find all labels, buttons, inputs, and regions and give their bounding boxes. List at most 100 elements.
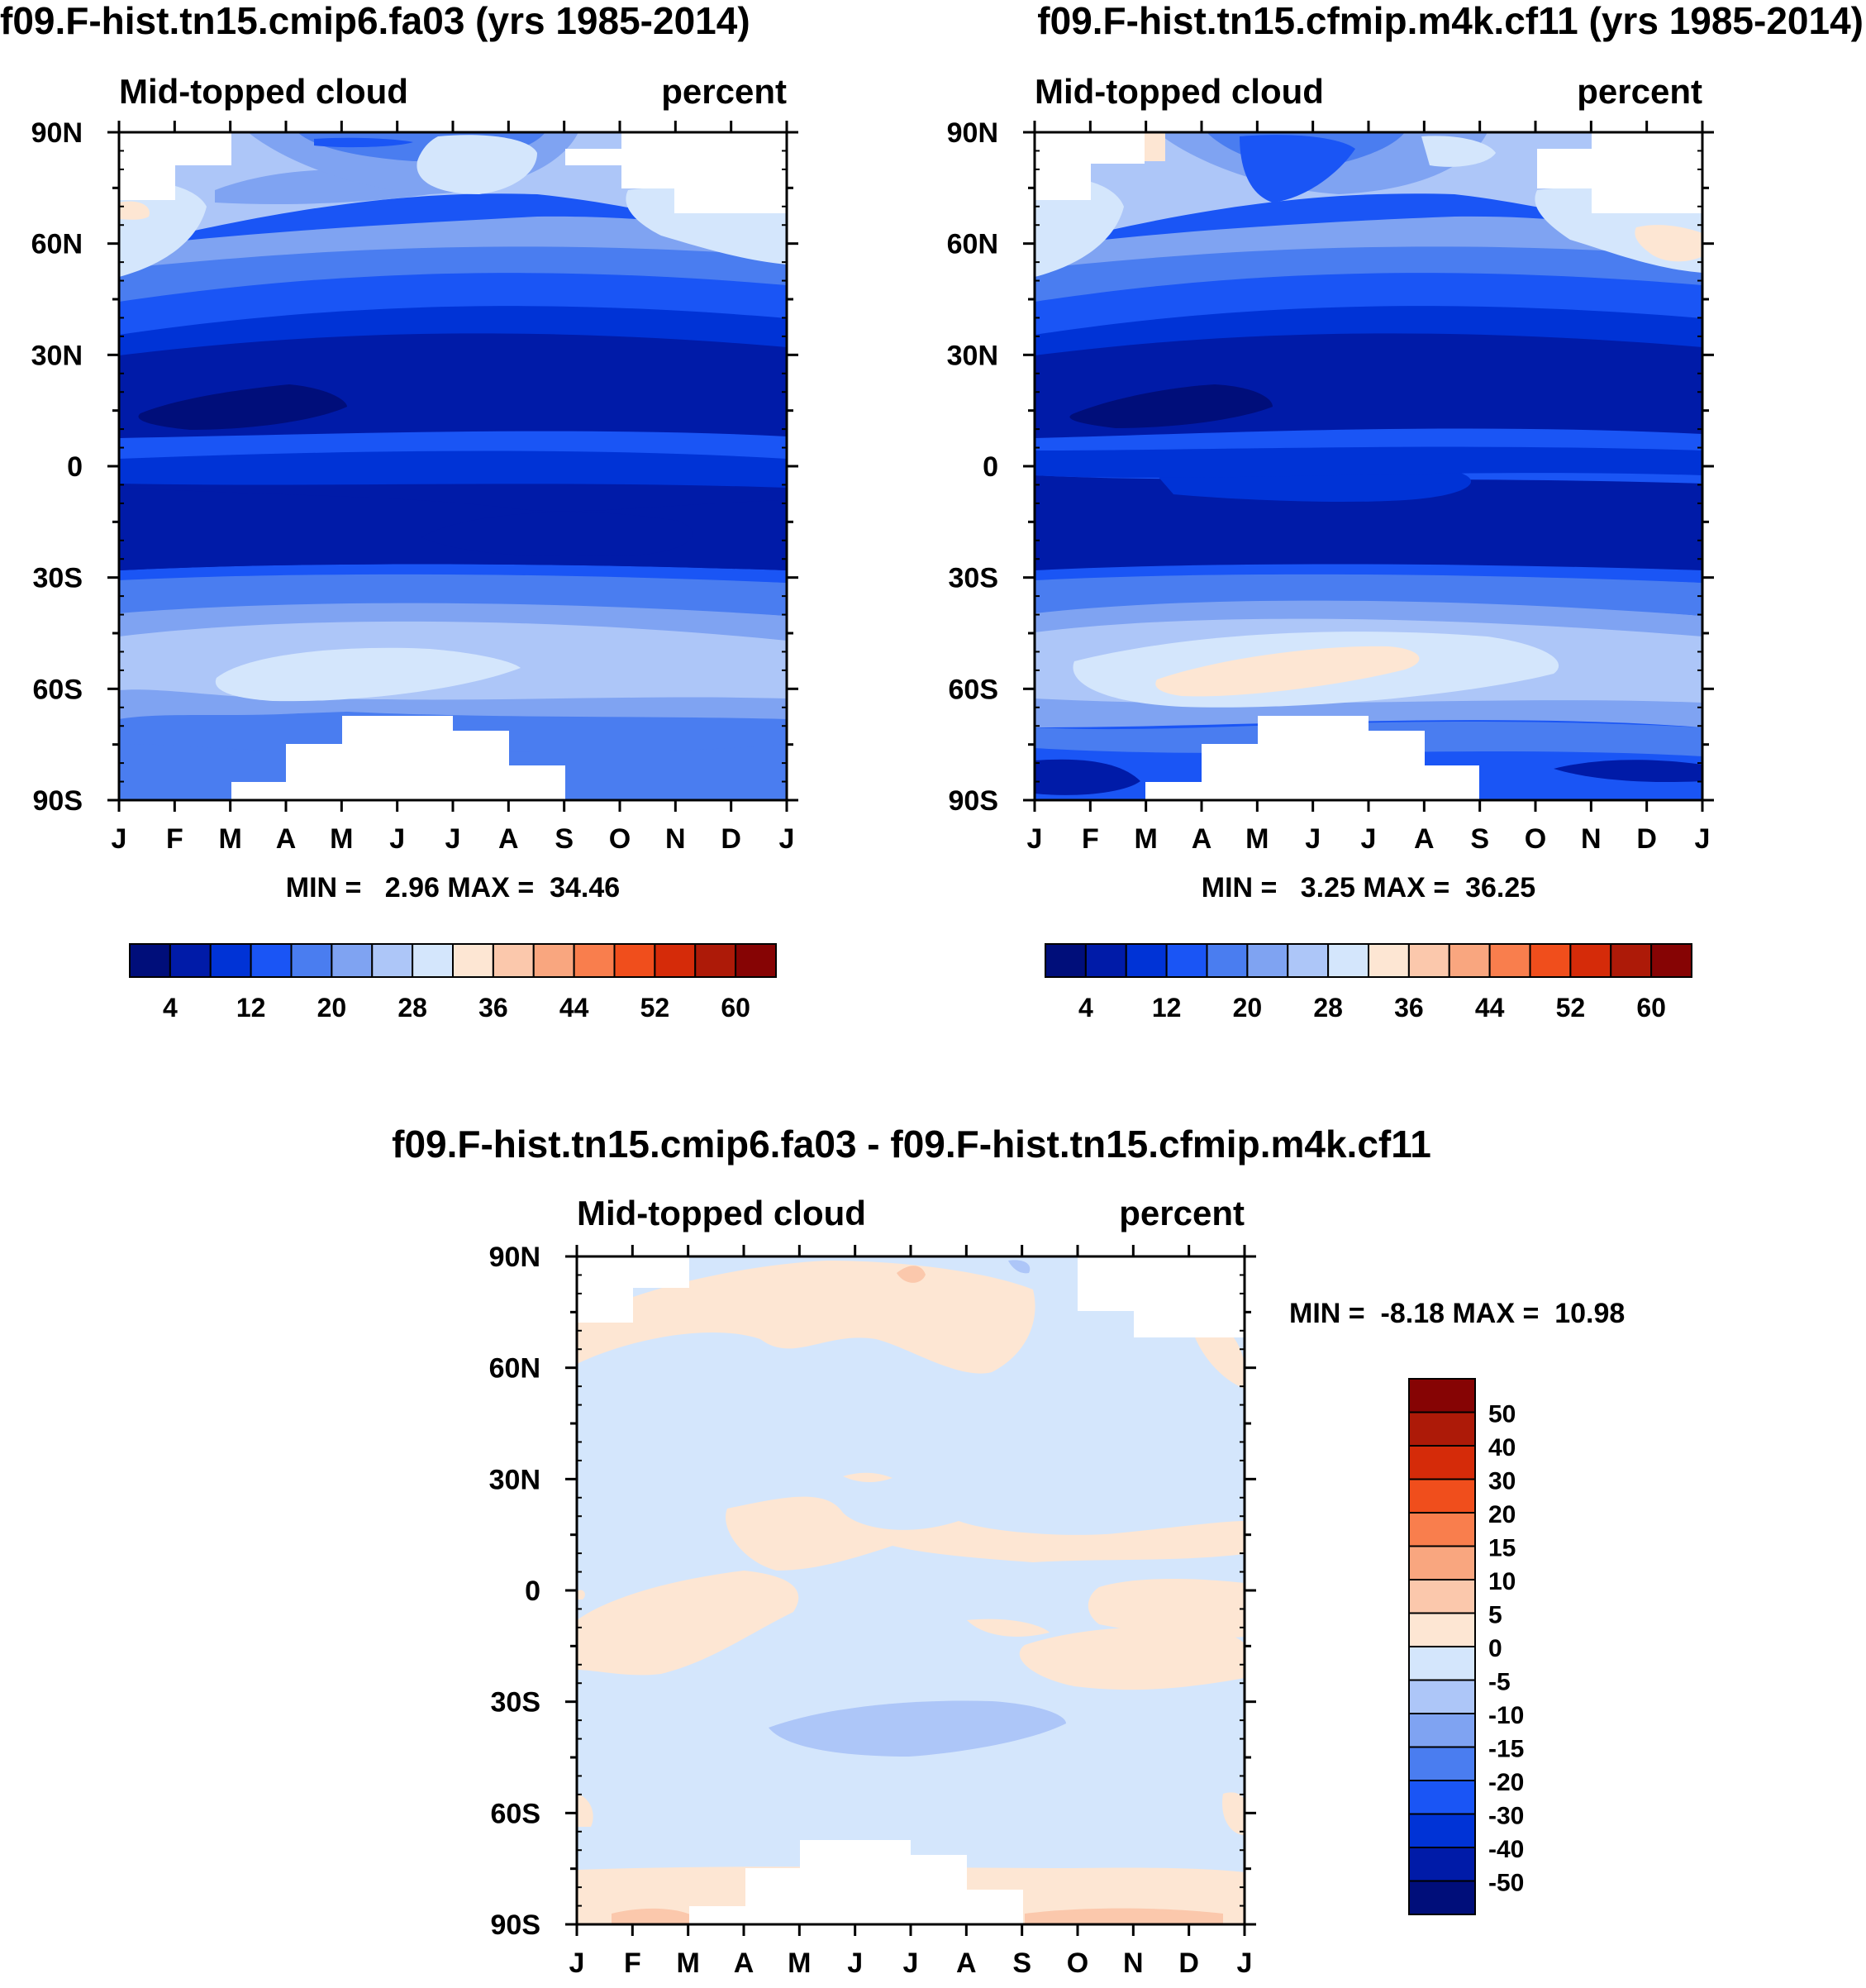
colorbar-swatch <box>412 943 454 978</box>
colorbar-swatch <box>371 943 414 978</box>
colorbar-label: 15 <box>1488 1535 1516 1562</box>
panel-diff-plot <box>577 1256 1245 1924</box>
x-tick-label: M <box>219 823 242 855</box>
colorbar-swatch <box>1408 1378 1476 1414</box>
colorbar-label: 12 <box>1152 993 1182 1023</box>
y-tick-label: 30N <box>489 1464 540 1495</box>
contour-band <box>1035 563 1702 583</box>
colorbar-label: -20 <box>1488 1769 1524 1796</box>
contour-band <box>1145 132 1165 161</box>
x-tick-label: A <box>1192 823 1212 855</box>
colorbar-swatch <box>1408 1545 1476 1580</box>
colorbar-swatch <box>1246 943 1289 978</box>
x-tick-label: S <box>1012 1947 1031 1979</box>
colorbar-label: 60 <box>721 993 750 1023</box>
colorbar-swatch <box>1408 1646 1476 1681</box>
colorbar-label: 20 <box>1488 1501 1516 1528</box>
panel-left-plot <box>119 132 787 800</box>
colorbar-swatch <box>1408 1579 1476 1614</box>
colorbar-swatch <box>1408 1512 1476 1547</box>
panel-left-axes: J F M A M J J A S O N D J 90N 60N 30N 0 30S 60S 90S <box>31 117 798 855</box>
contour-band <box>1421 136 1496 167</box>
contour-band <box>577 1571 799 1676</box>
missing-region <box>1078 1256 1245 1337</box>
panel-diff-subtitle-left: Mid-topped cloud <box>577 1194 866 1232</box>
colorbar-label: 5 <box>1488 1602 1502 1629</box>
x-tick-label: J <box>389 823 405 855</box>
colorbar-swatch <box>1408 1478 1476 1514</box>
colorbar-label: -5 <box>1488 1669 1511 1696</box>
contour-band <box>577 1794 593 1827</box>
colorbar-label: 10 <box>1488 1568 1516 1595</box>
x-tick-label: M <box>788 1947 811 1979</box>
missing-region <box>231 716 565 800</box>
y-tick-label: 90S <box>33 785 83 817</box>
x-tick-label: M <box>677 1947 700 1979</box>
contour-band <box>1635 225 1702 262</box>
x-tick-label: O <box>609 823 631 855</box>
contour-band <box>726 1496 1245 1571</box>
x-tick-label: O <box>1067 1947 1088 1979</box>
colorbar-swatch <box>1569 943 1612 978</box>
panel-left-subtitle-left: Mid-topped cloud <box>119 72 408 111</box>
contour-band <box>612 1908 694 1924</box>
contour-band <box>1035 759 1140 795</box>
colorbar-label: 50 <box>1488 1401 1516 1428</box>
x-tick-label: O <box>1525 823 1546 855</box>
x-tick-label: J <box>903 1947 919 1979</box>
colorbar-swatch <box>1408 1679 1476 1714</box>
contour-band <box>119 573 787 616</box>
contour-band <box>577 1590 585 1599</box>
colorbar-swatch <box>735 943 777 978</box>
colorbar-label: 28 <box>1313 993 1343 1023</box>
panel-diff: f09.F-hist.tn15.cmip6.fa03 - f09.F-hist.… <box>392 1123 1625 1979</box>
colorbar-swatch <box>1408 1612 1476 1647</box>
contour-band <box>1008 1260 1031 1274</box>
colorbar-label: 20 <box>317 993 347 1023</box>
y-tick-label: 60N <box>947 229 998 260</box>
colorbar-swatch <box>1368 943 1410 978</box>
colorbar-label: -30 <box>1488 1803 1524 1830</box>
missing-region <box>1537 132 1702 213</box>
colorbar-swatch <box>1287 943 1330 978</box>
panel-right-title: f09.F-hist.tn15.cfmip.m4k.cf11 (yrs 1985… <box>1037 0 1864 42</box>
colorbar-swatch <box>1407 943 1450 978</box>
x-tick-label: F <box>166 823 183 855</box>
x-tick-label: S <box>1470 823 1489 855</box>
colorbar-swatch <box>1610 943 1653 978</box>
x-tick-label: A <box>498 823 519 855</box>
contour-band <box>1035 572 1702 616</box>
colorbar-label: 12 <box>236 993 266 1023</box>
x-tick-label: D <box>721 823 741 855</box>
colorbar-swatch <box>492 943 535 978</box>
y-tick-label: 90N <box>489 1242 540 1273</box>
y-tick-label: 60S <box>949 674 999 705</box>
colorbar-swatch <box>1165 943 1208 978</box>
x-tick-label: J <box>569 1947 585 1979</box>
missing-region <box>1035 132 1145 200</box>
contour-band <box>119 216 787 269</box>
contour-band <box>1019 1627 1245 1690</box>
colorbar-label: 40 <box>1488 1434 1516 1461</box>
panel-diff-axes: J F M A M J J A S O N D J 90N 60N 30N 0 30S 60S 90S <box>489 1242 1256 1979</box>
y-tick-label: 0 <box>525 1576 540 1607</box>
panel-diff-stats: MIN = -8.18 MAX = 10.98 <box>1289 1298 1625 1329</box>
x-tick-label: J <box>779 823 795 855</box>
y-tick-label: 30N <box>947 340 998 371</box>
y-tick-label: 60S <box>491 1798 541 1829</box>
contour-band <box>417 135 537 194</box>
contour-band <box>119 564 787 583</box>
x-tick-label: A <box>734 1947 754 1979</box>
contour-band <box>897 1266 926 1283</box>
x-tick-label: J <box>1305 823 1321 855</box>
panel-left: f09.F-hist.tn15.cmip6.fa03 (yrs 1985-201… <box>0 0 798 1023</box>
x-tick-label: A <box>1414 823 1435 855</box>
missing-region <box>119 132 231 200</box>
x-tick-label: J <box>847 1947 863 1979</box>
contour-band <box>843 1472 893 1483</box>
panel-right-colorbar: 4 12 20 28 36 44 52 60 <box>1045 943 1692 1023</box>
missing-region <box>565 132 787 213</box>
contour-band <box>1069 384 1273 428</box>
x-tick-label: M <box>1245 823 1269 855</box>
y-tick-label: 30S <box>33 563 83 594</box>
